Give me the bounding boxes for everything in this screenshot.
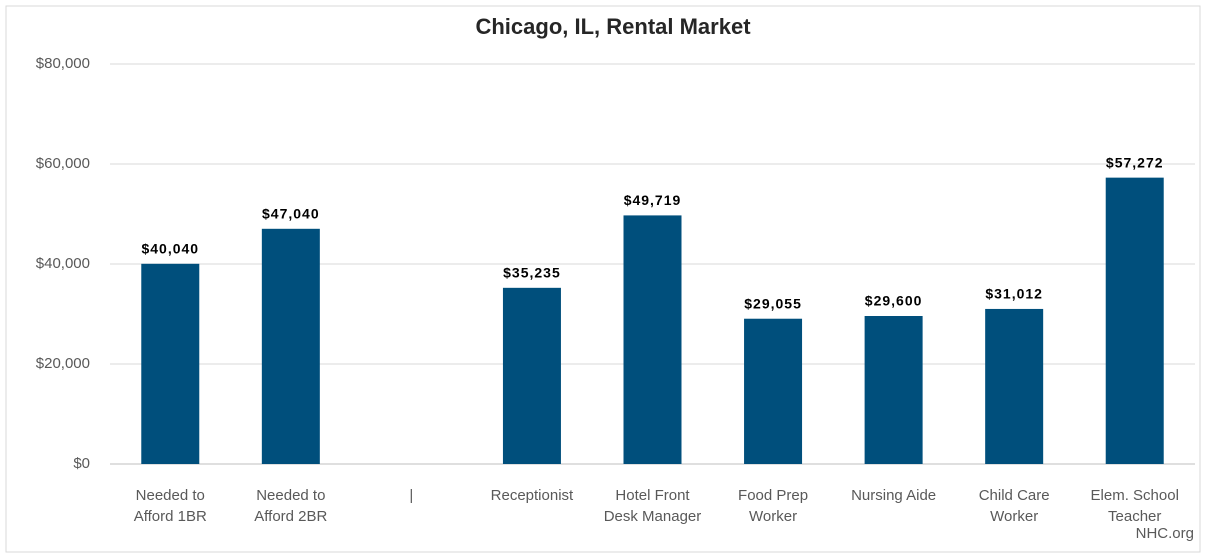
x-tick-label: Worker bbox=[990, 508, 1038, 525]
y-tick-label: $60,000 bbox=[36, 155, 90, 172]
x-tick-label: Worker bbox=[749, 508, 797, 525]
value-label: $35,235 bbox=[503, 265, 561, 281]
x-tick-label: Teacher bbox=[1108, 508, 1161, 525]
value-label: $40,040 bbox=[141, 241, 199, 257]
x-tick-label: Afford 1BR bbox=[134, 508, 207, 525]
bar bbox=[502, 287, 561, 464]
bar bbox=[744, 318, 803, 464]
x-tick-label: Elem. School bbox=[1091, 487, 1179, 504]
bar bbox=[623, 215, 682, 464]
value-label: $47,040 bbox=[262, 206, 320, 222]
value-label: $29,055 bbox=[744, 295, 802, 311]
x-tick-label: Receptionist bbox=[491, 487, 574, 504]
bar bbox=[1105, 177, 1164, 464]
x-tick-label: Desk Manager bbox=[604, 508, 702, 525]
bar bbox=[864, 316, 923, 464]
x-tick-label: Afford 2BR bbox=[254, 508, 327, 525]
y-tick-label: $20,000 bbox=[36, 355, 90, 372]
x-tick-label: Nursing Aide bbox=[851, 487, 936, 504]
y-tick-label: $80,000 bbox=[36, 55, 90, 72]
bar bbox=[985, 308, 1044, 464]
x-tick-label: Child Care bbox=[979, 487, 1050, 504]
source-note: NHC.org bbox=[1136, 525, 1194, 542]
value-label: $29,600 bbox=[865, 293, 923, 309]
chart-title: Chicago, IL, Rental Market bbox=[475, 14, 751, 39]
x-tick-label: Needed to bbox=[136, 487, 205, 504]
value-label: $49,719 bbox=[624, 192, 682, 208]
y-tick-label: $0 bbox=[73, 455, 90, 472]
x-tick-label: Needed to bbox=[256, 487, 325, 504]
value-label: $31,012 bbox=[985, 286, 1043, 302]
x-tick-label: Hotel Front bbox=[615, 487, 690, 504]
x-tick-label: | bbox=[409, 487, 413, 504]
bar bbox=[141, 263, 200, 464]
y-tick-label: $40,000 bbox=[36, 255, 90, 272]
value-label: $57,272 bbox=[1106, 154, 1164, 170]
bar bbox=[261, 228, 320, 464]
x-tick-label: Food Prep bbox=[738, 487, 808, 504]
